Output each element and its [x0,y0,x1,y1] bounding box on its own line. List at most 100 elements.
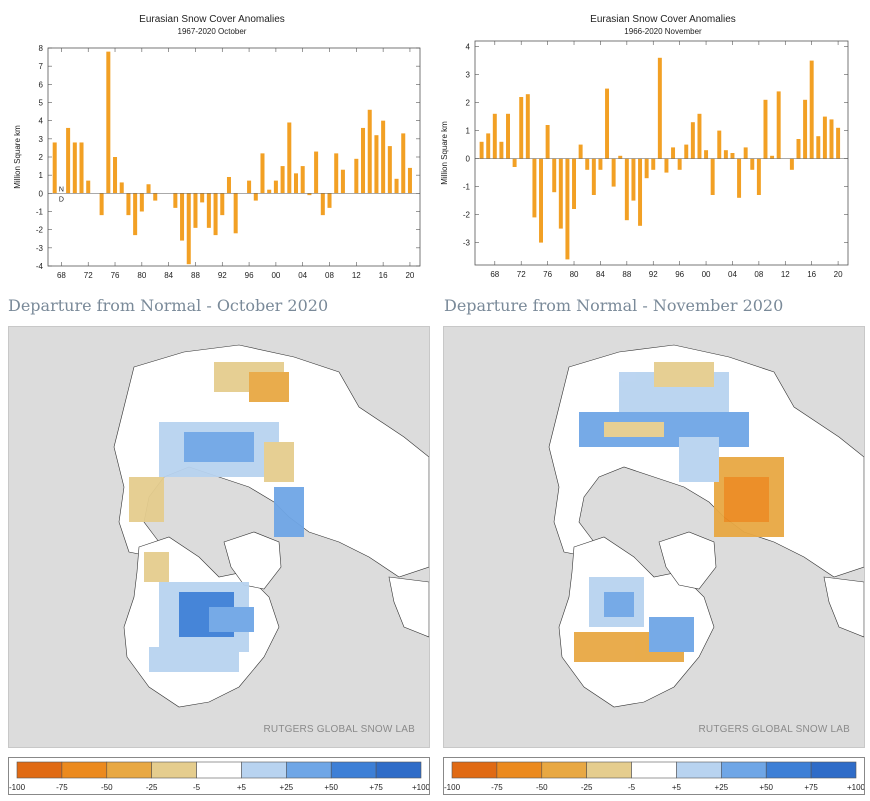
bar [776,91,781,159]
legend-swatch [765,761,812,779]
october-map-heading: Departure from Normal - October 2020 [8,296,329,315]
y-tick-label: 1 [39,171,44,180]
bar [180,193,185,241]
bar [367,109,372,194]
y-tick-label: 3 [39,135,44,144]
bar [193,193,198,228]
bar [572,158,577,209]
legend-swatch [151,761,197,779]
legend-swatch [106,761,152,779]
snow-anomaly-patches [574,362,784,662]
bar [664,158,669,173]
legend-label: -5 [628,783,636,792]
bar [809,60,814,159]
bar [381,120,386,194]
y-tick-label: 2 [466,99,471,108]
bar [684,144,689,159]
y-tick-label: -1 [36,208,44,217]
bar [822,116,827,159]
bar [287,122,292,194]
bar [52,142,57,194]
bar [253,193,258,201]
x-tick-label: 92 [218,271,227,280]
bar [334,153,339,194]
snow-anomaly-patches [129,362,304,672]
bar [743,147,748,159]
bar [320,193,325,216]
anomaly-patch [184,432,254,462]
chart-title: Eurasian Snow Cover Anomalies [590,14,736,25]
y-axis-label: Million Square km [440,121,449,185]
bar [836,127,841,159]
x-tick-label: 92 [649,270,658,279]
bar [644,158,649,179]
x-tick-label: 84 [164,271,173,280]
bar [558,158,563,229]
bar [671,147,676,159]
legend-swatch [375,761,422,779]
bar [273,180,278,194]
bar [651,158,656,170]
november-legend-svg: -100 -75 -50 -25 -5 +5 +25 +50 +75 +100 [444,761,864,792]
legend-label: -5 [193,783,201,792]
note-n: N [59,186,64,193]
bar [133,193,138,236]
october-chart-svg: Eurasian Snow Cover Anomalies 1967-2020 O… [13,14,421,280]
bar [717,130,722,159]
x-tick-label: 80 [137,271,146,280]
x-tick-label: 00 [271,271,280,280]
x-tick-label: 88 [622,270,631,279]
legend-swatch [451,761,498,779]
legend-label: -50 [536,783,548,792]
bar [704,150,709,159]
y-tick-label: -3 [463,239,471,248]
legend-swatch [676,761,722,779]
anomaly-patch [249,372,289,402]
bar [756,158,761,195]
y-tick-label: -2 [36,226,44,235]
bar [106,51,111,194]
october-map-credit: RUTGERS GLOBAL SNOW LAB [263,724,415,735]
legend-label: +75 [804,783,818,792]
bar [300,166,305,194]
bar [401,133,406,194]
november-chart-svg: Eurasian Snow Cover Anomalies 1966-2020 N… [440,14,849,279]
x-tick-label: 84 [596,270,605,279]
legend-label: -25 [581,783,593,792]
legend-swatch [721,761,767,779]
bar [677,158,682,170]
y-tick-label: 7 [39,62,44,71]
november-map-graphic [548,344,864,708]
bar [710,158,715,195]
bar [657,57,662,159]
bar [611,158,616,187]
bar [361,127,366,194]
bar [387,146,392,194]
x-tick-label: 80 [570,270,579,279]
bar [618,155,623,159]
bar [545,125,550,159]
legend-swatch [241,761,287,779]
x-tick-label: 76 [111,271,120,280]
bar [552,158,557,193]
bar [723,150,728,159]
bar [307,193,312,196]
bar [327,193,332,208]
chart-subtitle: 1967-2020 October [178,27,247,36]
x-tick-label: 96 [245,271,254,280]
legend-swatch [196,761,242,779]
bar [690,122,695,159]
bar [79,142,84,194]
x-tick-label: 88 [191,271,200,280]
bar [750,158,755,170]
y-tick-label: 8 [39,44,44,53]
bar [789,158,794,170]
legend-label: +100 [847,783,864,792]
greenland-land [658,531,717,590]
x-tick-label: 12 [781,270,790,279]
bar [730,153,735,159]
legend-label: +25 [715,783,729,792]
bar [226,176,231,194]
bar [624,158,629,221]
bar [763,99,768,159]
